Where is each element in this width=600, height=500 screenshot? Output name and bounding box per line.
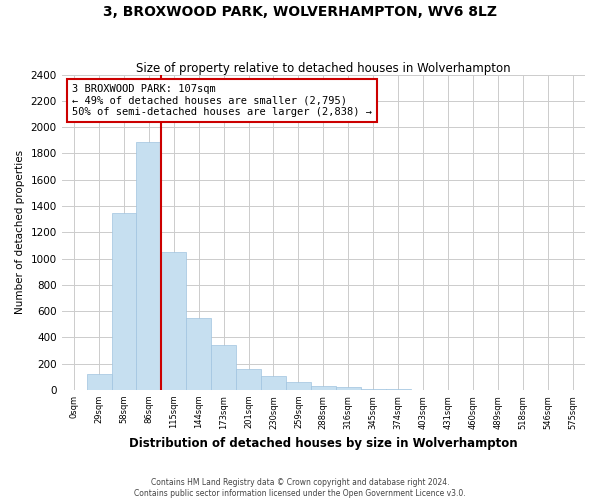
Bar: [261, 376, 286, 390]
Bar: [161, 252, 186, 390]
Text: 3, BROXWOOD PARK, WOLVERHAMPTON, WV6 8LZ: 3, BROXWOOD PARK, WOLVERHAMPTON, WV6 8LZ: [103, 5, 497, 19]
Bar: [236, 369, 261, 390]
Bar: [186, 318, 211, 390]
Bar: [336, 388, 361, 390]
Text: 3 BROXWOOD PARK: 107sqm
← 49% of detached houses are smaller (2,795)
50% of semi: 3 BROXWOOD PARK: 107sqm ← 49% of detache…: [72, 84, 372, 117]
Title: Size of property relative to detached houses in Wolverhampton: Size of property relative to detached ho…: [136, 62, 511, 74]
X-axis label: Distribution of detached houses by size in Wolverhampton: Distribution of detached houses by size …: [129, 437, 518, 450]
Bar: [311, 386, 336, 390]
Text: Contains HM Land Registry data © Crown copyright and database right 2024.
Contai: Contains HM Land Registry data © Crown c…: [134, 478, 466, 498]
Bar: [361, 388, 386, 390]
Bar: [86, 374, 112, 390]
Y-axis label: Number of detached properties: Number of detached properties: [15, 150, 25, 314]
Bar: [286, 382, 311, 390]
Bar: [136, 142, 161, 390]
Bar: [211, 345, 236, 390]
Bar: [112, 212, 136, 390]
